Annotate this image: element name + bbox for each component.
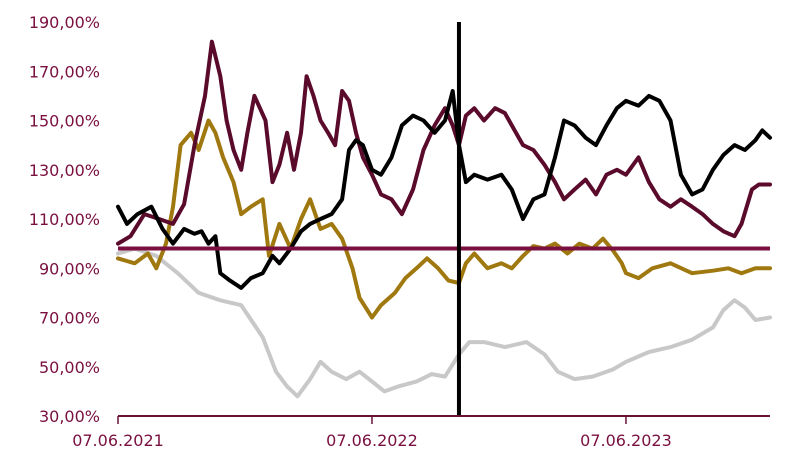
x-tick-label: 07.06.2023 <box>580 431 672 450</box>
x-tick-label: 07.06.2021 <box>72 431 164 450</box>
y-tick-label: 110,00% <box>29 210 100 229</box>
x-tick-label: 07.06.2022 <box>326 431 418 450</box>
y-tick-label: 90,00% <box>39 259 100 278</box>
series-line-2 <box>116 118 772 320</box>
overlay-layer <box>118 22 770 416</box>
y-tick-label: 170,00% <box>29 62 100 81</box>
y-tick-label: 190,00% <box>29 13 100 32</box>
series-layer <box>116 39 772 399</box>
y-tick-label: 30,00% <box>39 407 100 426</box>
y-tick-label: 70,00% <box>39 309 100 328</box>
y-tick-label: 50,00% <box>39 358 100 377</box>
series-line-1 <box>116 246 772 399</box>
y-tick-label: 130,00% <box>29 161 100 180</box>
y-axis-ticks: 30,00% 50,00% 70,00% 90,00% 110,00% 130,00% 15… <box>29 13 100 426</box>
x-axis-ticks: 07.06.2021 07.06.2022 07.06.2023 <box>72 416 672 450</box>
series-line-4 <box>116 89 772 290</box>
series-line-3 <box>116 39 772 246</box>
y-tick-label: 150,00% <box>29 112 100 131</box>
